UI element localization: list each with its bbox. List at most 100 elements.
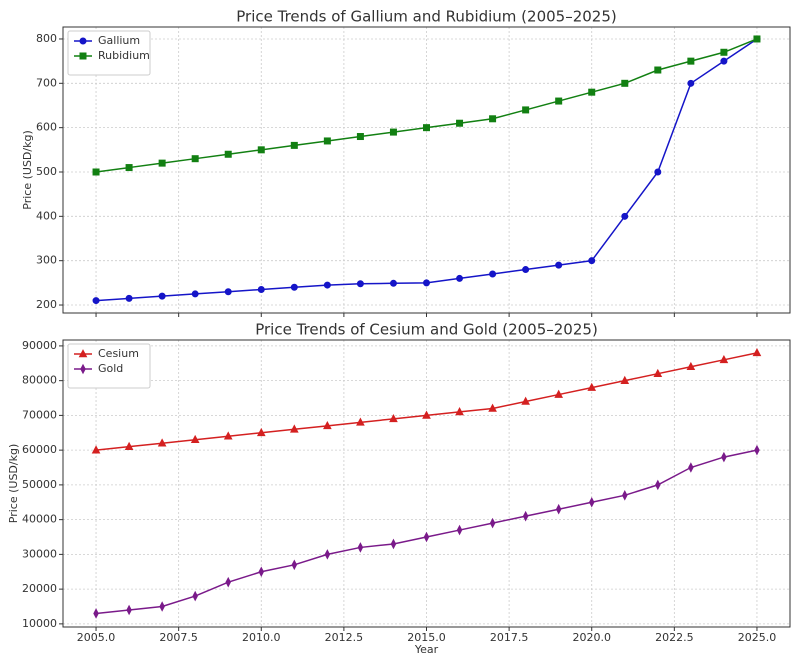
data-point	[324, 549, 331, 560]
data-point	[389, 128, 397, 136]
legend-marker	[80, 363, 86, 375]
data-point	[688, 462, 694, 473]
data-point	[357, 542, 364, 553]
data-point	[256, 427, 266, 437]
y-tick-label: 20000	[22, 582, 57, 595]
data-point	[93, 608, 99, 619]
data-point	[157, 438, 167, 447]
data-point	[323, 420, 332, 430]
data-point	[655, 479, 661, 491]
data-point	[653, 368, 663, 378]
data-point	[654, 66, 662, 74]
y-tick-label: 70000	[22, 408, 57, 421]
data-point	[225, 576, 231, 588]
data-point	[719, 354, 729, 364]
y-tick-label: 80000	[22, 374, 57, 387]
y-tick-label: 40000	[22, 513, 57, 526]
y-axis-label: Price (USD/kg)	[7, 444, 20, 523]
data-point	[621, 212, 629, 220]
data-point	[720, 57, 728, 65]
data-point	[522, 510, 529, 522]
legend-marker	[78, 349, 88, 358]
data-point	[191, 290, 199, 298]
x-tick-label: 2022.5	[655, 631, 694, 644]
chart-title: Price Trends of Cesium and Gold (2005–20…	[255, 321, 598, 339]
plot-frame	[62, 26, 791, 314]
data-point	[687, 57, 695, 65]
data-point	[620, 375, 630, 384]
data-point	[257, 146, 265, 154]
data-point	[753, 35, 761, 43]
data-point	[588, 257, 596, 265]
y-tick-label: 400	[36, 209, 57, 222]
data-point	[290, 141, 298, 149]
data-point	[489, 270, 497, 278]
chart-title: Price Trends of Gallium and Rubidium (20…	[236, 8, 617, 26]
data-point	[289, 424, 299, 433]
data-point	[290, 283, 298, 291]
x-tick-label: 2025.0	[738, 631, 777, 644]
x-tick-label: 2017.5	[490, 631, 529, 644]
data-point	[555, 503, 562, 515]
legend-label: Rubidium	[98, 49, 150, 62]
legend-marker	[79, 37, 87, 45]
data-point	[423, 531, 430, 543]
x-tick-label: 2005.0	[77, 631, 116, 644]
data-point	[124, 441, 134, 450]
data-point	[389, 414, 398, 423]
data-point	[555, 261, 563, 269]
x-tick-label: 2007.5	[159, 631, 198, 644]
data-point	[125, 164, 133, 172]
data-point	[752, 347, 762, 357]
data-point	[390, 538, 397, 550]
data-point	[489, 115, 497, 123]
y-tick-label: 10000	[22, 617, 57, 630]
data-point	[456, 119, 464, 127]
data-point	[456, 274, 464, 282]
x-tick-label: 2010.0	[242, 631, 281, 644]
data-point	[622, 490, 628, 501]
data-point	[224, 288, 232, 296]
data-point	[588, 88, 596, 96]
data-point	[422, 410, 431, 419]
data-point	[356, 417, 365, 426]
y-tick-label: 60000	[22, 443, 57, 456]
plot-frame	[62, 339, 791, 628]
data-point	[389, 279, 397, 287]
y-tick-label: 300	[36, 254, 57, 267]
data-point	[223, 431, 233, 440]
data-point	[356, 280, 364, 288]
y-tick-label: 50000	[22, 478, 57, 491]
data-point	[190, 434, 200, 444]
data-point	[158, 159, 166, 167]
data-point	[521, 396, 530, 405]
x-tick-label: 2020.0	[572, 631, 611, 644]
x-tick-label: 2015.0	[407, 631, 446, 644]
data-point	[687, 79, 695, 87]
y-tick-label: 700	[36, 76, 57, 89]
data-point	[488, 403, 497, 412]
data-point	[455, 407, 464, 416]
data-point	[489, 517, 496, 529]
data-point	[291, 559, 298, 571]
data-point	[258, 566, 265, 578]
data-point	[158, 292, 166, 300]
y-axis-label: Price (USD/kg)	[21, 130, 34, 209]
data-point	[159, 601, 165, 612]
data-point	[323, 137, 331, 145]
legend-box	[67, 30, 151, 76]
data-point	[125, 294, 133, 302]
data-point	[92, 297, 100, 305]
data-point	[522, 266, 530, 274]
data-point	[257, 285, 265, 293]
y-tick-label: 600	[36, 121, 57, 134]
legend-label: Cesium	[98, 347, 139, 360]
data-point	[126, 604, 132, 616]
data-point	[423, 124, 430, 132]
legend-label: Gold	[98, 362, 123, 375]
data-point	[554, 389, 564, 398]
y-tick-label: 500	[36, 165, 57, 178]
data-point	[587, 382, 597, 391]
data-point	[654, 168, 662, 176]
